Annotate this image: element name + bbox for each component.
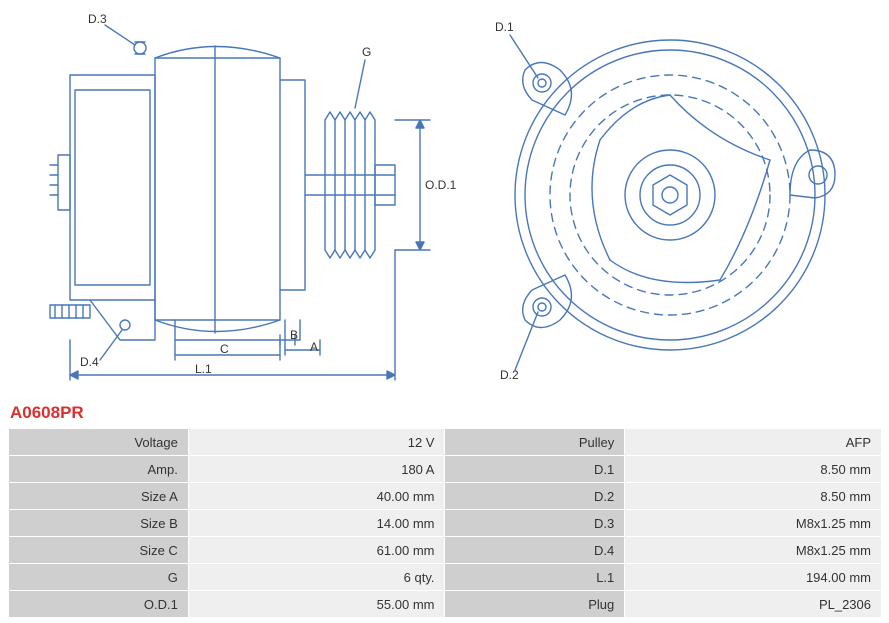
spec-value: 14.00 mm	[188, 510, 445, 537]
spec-value: 12 V	[188, 429, 445, 456]
part-number: A0608PR	[10, 403, 84, 423]
spec-label: Amp.	[9, 456, 189, 483]
label-d4: D.4	[80, 355, 99, 369]
spec-value: M8x1.25 mm	[625, 537, 882, 564]
spec-label: D.4	[445, 537, 625, 564]
table-row: O.D.155.00 mmPlugPL_2306	[9, 591, 882, 618]
spec-label: Size C	[9, 537, 189, 564]
spec-value: 8.50 mm	[625, 456, 882, 483]
spec-table: Voltage12 VPulleyAFPAmp.180 AD.18.50 mmS…	[8, 428, 882, 618]
spec-label: L.1	[445, 564, 625, 591]
spec-label: Pulley	[445, 429, 625, 456]
spec-label: D.3	[445, 510, 625, 537]
table-row: G6 qty.L.1194.00 mm	[9, 564, 882, 591]
table-row: Size A40.00 mmD.28.50 mm	[9, 483, 882, 510]
spec-label: D.2	[445, 483, 625, 510]
spec-value: PL_2306	[625, 591, 882, 618]
label-c: C	[220, 342, 229, 356]
spec-value: 40.00 mm	[188, 483, 445, 510]
front-view-drawing	[470, 0, 870, 395]
spec-label: O.D.1	[9, 591, 189, 618]
spec-label: D.1	[445, 456, 625, 483]
spec-value: AFP	[625, 429, 882, 456]
spec-label: Plug	[445, 591, 625, 618]
label-od1: O.D.1	[425, 178, 456, 192]
side-view-drawing	[0, 0, 440, 395]
diagram-area: D.3 G O.D.1 D.4 A B C L.1	[0, 0, 889, 395]
spec-label: Size B	[9, 510, 189, 537]
spec-label: Size A	[9, 483, 189, 510]
label-d1: D.1	[495, 20, 514, 34]
spec-value: 8.50 mm	[625, 483, 882, 510]
label-d3: D.3	[88, 12, 107, 26]
label-l1: L.1	[195, 362, 212, 376]
spec-label: Voltage	[9, 429, 189, 456]
label-g: G	[362, 45, 371, 59]
table-row: Size C61.00 mmD.4M8x1.25 mm	[9, 537, 882, 564]
spec-value: 180 A	[188, 456, 445, 483]
spec-label: G	[9, 564, 189, 591]
spec-value: 61.00 mm	[188, 537, 445, 564]
spec-value: 55.00 mm	[188, 591, 445, 618]
table-row: Voltage12 VPulleyAFP	[9, 429, 882, 456]
table-row: Amp.180 AD.18.50 mm	[9, 456, 882, 483]
spec-value: 6 qty.	[188, 564, 445, 591]
label-d2: D.2	[500, 368, 519, 382]
spec-table-body: Voltage12 VPulleyAFPAmp.180 AD.18.50 mmS…	[9, 429, 882, 618]
label-b: B	[290, 328, 298, 342]
spec-value: 194.00 mm	[625, 564, 882, 591]
table-row: Size B14.00 mmD.3M8x1.25 mm	[9, 510, 882, 537]
label-a: A	[310, 340, 318, 354]
spec-value: M8x1.25 mm	[625, 510, 882, 537]
